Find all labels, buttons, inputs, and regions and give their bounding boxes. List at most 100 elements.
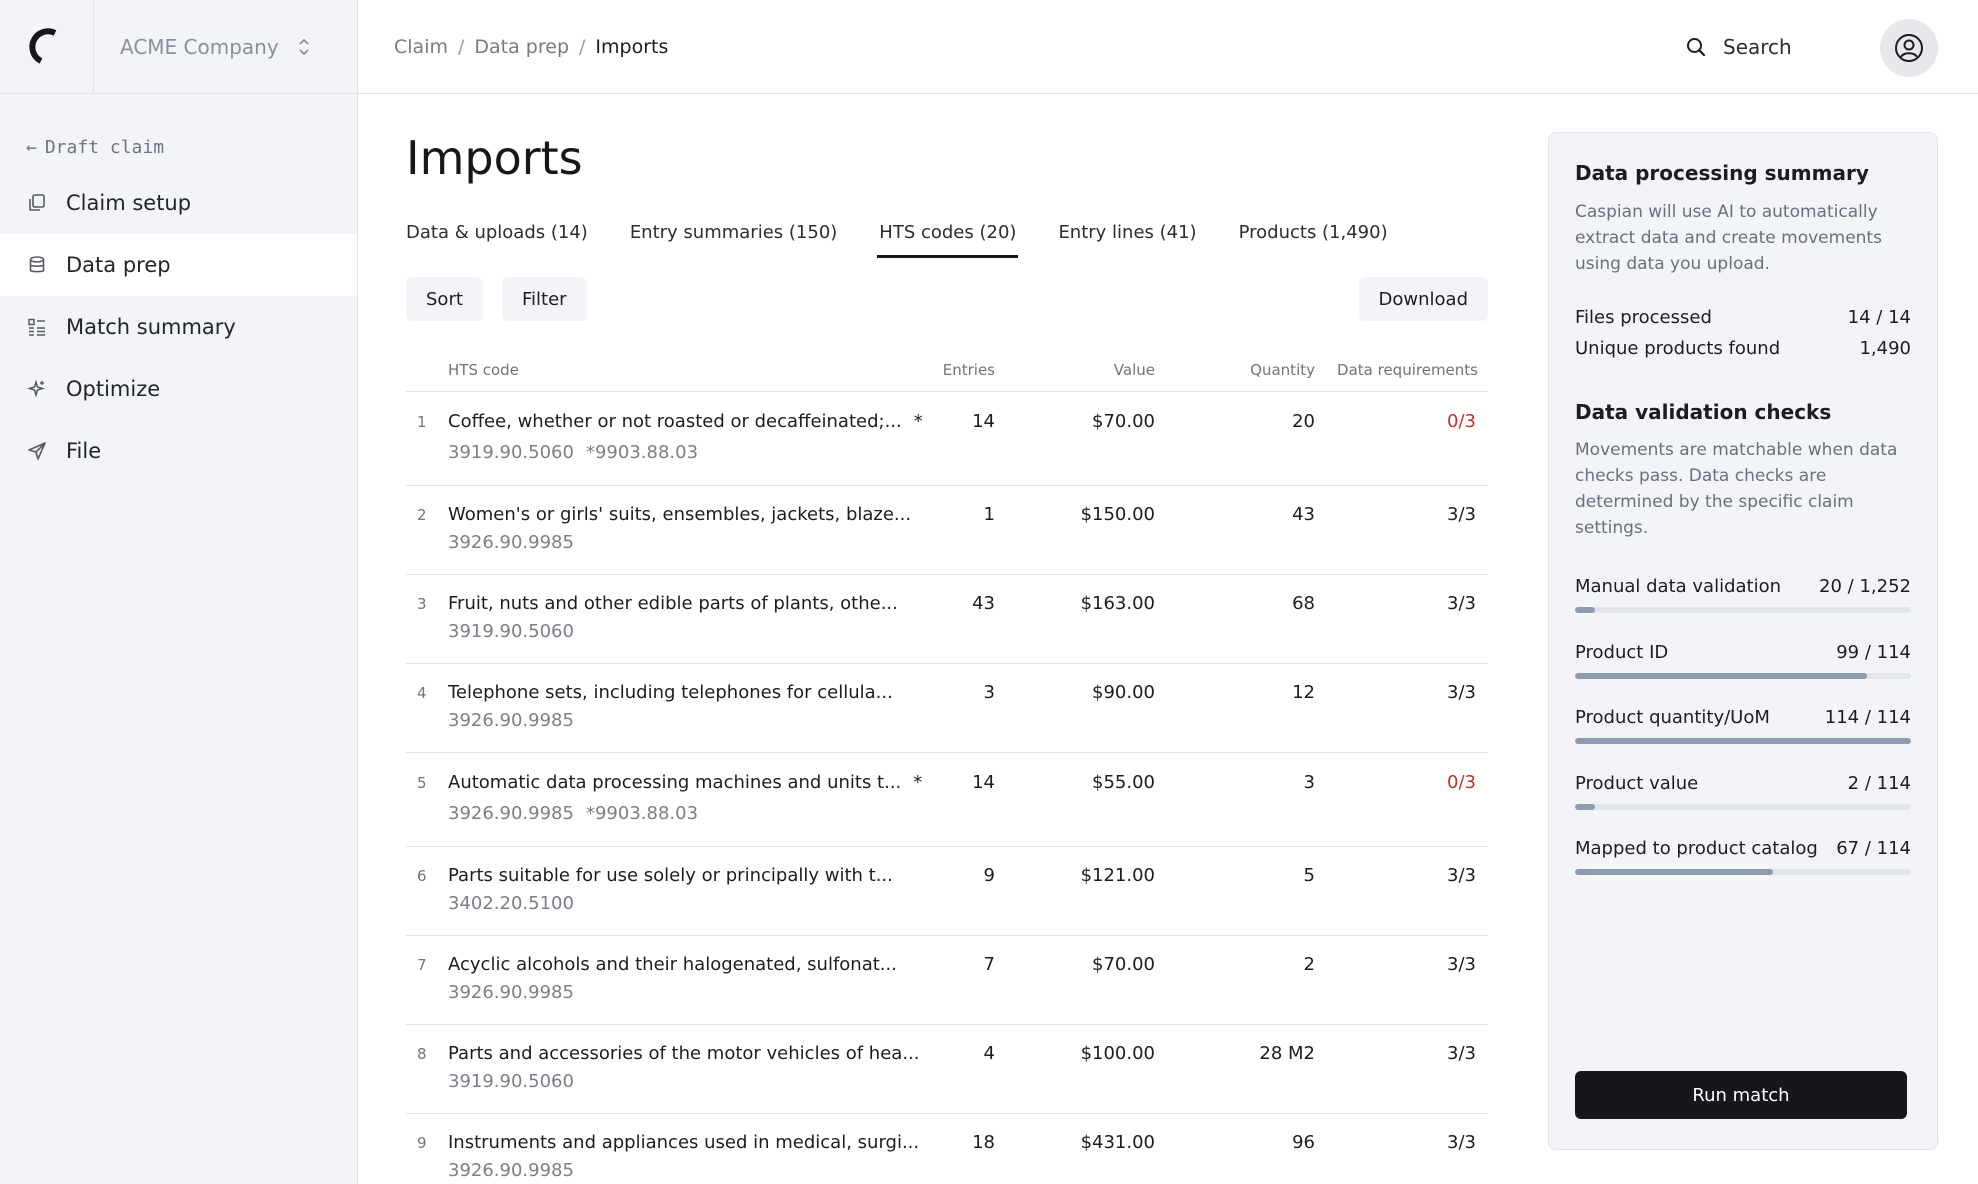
logo[interactable] <box>0 0 94 94</box>
hts-code-text: 3919.90.5060 <box>448 442 574 463</box>
sidebar-item-label: File <box>66 439 102 463</box>
table-row[interactable]: 2 Women's or girls' suits, ensembles, jac… <box>406 486 1488 575</box>
tab-entry-lines[interactable]: Entry lines (41) <box>1058 222 1197 243</box>
validation-check-row: Mapped to product catalog 67 / 114 <box>1575 838 1911 859</box>
stat-label: Unique products found <box>1575 338 1781 359</box>
row-number: 4 <box>417 684 427 702</box>
back-link[interactable]: ← Draft claim <box>0 134 357 160</box>
value-amount: $70.00 <box>1092 954 1155 975</box>
hts-code-text: 3926.90.9985 <box>448 982 574 1003</box>
sidebar-item-label: Claim setup <box>66 191 192 215</box>
breadcrumb-item-claim[interactable]: Claim <box>394 35 448 58</box>
quantity-value: 2 <box>1303 954 1315 975</box>
logo-icon <box>28 28 56 64</box>
sidebar-item-optimize[interactable]: Optimize <box>0 358 357 420</box>
table-row[interactable]: 1 Coffee, whether or not roasted or decaf… <box>406 392 1488 486</box>
flag-asterisk: * <box>913 772 923 793</box>
hts-code-text: 3926.90.9985 <box>448 803 574 824</box>
stat-files-processed: Files processed 14 / 14 <box>1575 307 1911 328</box>
tab-hts-codes[interactable]: HTS codes (20) <box>877 220 1019 258</box>
validation-check: Product value 2 / 114 <box>1575 773 1911 810</box>
table-row[interactable]: 5 Automatic data processing machines and … <box>406 753 1488 847</box>
sidebar-item-data-prep[interactable]: Data prep <box>0 234 357 296</box>
tab-bar: Data & uploads (14) Entry summaries (150… <box>406 220 1430 258</box>
validation-check-value: 20 / 1,252 <box>1819 576 1911 597</box>
validation-check-label: Product ID <box>1575 641 1669 663</box>
quantity-value: 5 <box>1303 865 1315 886</box>
hts-description: Parts suitable for use solely or princip… <box>448 865 893 886</box>
data-requirements-value: 3/3 <box>1447 504 1476 525</box>
progress-track <box>1575 738 1911 744</box>
validation-check-value: 114 / 114 <box>1824 707 1911 728</box>
sidebar-item-claim-setup[interactable]: Claim setup <box>0 172 357 234</box>
table-row[interactable]: 7 Acyclic alcohols and their halogenated,… <box>406 936 1488 1025</box>
hts-description: Women's or girls' suits, ensembles, jack… <box>448 504 911 525</box>
table-row[interactable]: 4 Telephone sets, including telephones fo… <box>406 664 1488 753</box>
hts-secondary-code: *9903.88.03 <box>585 803 699 824</box>
column-header-entries[interactable]: Entries <box>942 361 995 379</box>
sidebar-item-match-summary[interactable]: Match summary <box>0 296 357 358</box>
tab-entry-summaries[interactable]: Entry summaries (150) <box>629 222 838 243</box>
tab-data-uploads[interactable]: Data & uploads (14) <box>406 222 588 243</box>
avatar[interactable] <box>1880 19 1938 77</box>
sidebar-item-label: Data prep <box>66 253 171 277</box>
run-match-button[interactable]: Run match <box>1575 1071 1907 1119</box>
hts-code: 3926.90.9985 <box>448 1160 574 1181</box>
validation-check-row: Product value 2 / 114 <box>1575 773 1911 794</box>
entries-value: 7 <box>983 954 995 975</box>
top-bar: Claim / Data prep / Imports Search <box>358 0 1978 94</box>
hts-description-text: Telephone sets, including telephones for… <box>448 682 893 703</box>
data-processing-panel: Data processing summary Caspian will use… <box>1548 132 1938 1150</box>
table-row[interactable]: 3 Fruit, nuts and other edible parts of p… <box>406 575 1488 664</box>
database-icon <box>26 254 48 276</box>
hts-code-text: 3919.90.5060 <box>448 621 574 642</box>
sidebar-item-label: Optimize <box>66 377 161 401</box>
entries-value: 3 <box>983 682 995 703</box>
column-header-quantity[interactable]: Quantity <box>1250 361 1315 379</box>
validation-check-label: Product value <box>1575 772 1699 794</box>
validation-check: Product ID 99 / 114 <box>1575 642 1911 679</box>
filter-button[interactable]: Filter <box>502 277 587 321</box>
quantity-value: 20 <box>1292 411 1315 432</box>
entries-value: 43 <box>972 593 995 614</box>
search-button[interactable]: Search <box>1685 0 1792 94</box>
hts-code: 3926.90.9985 <box>448 710 574 731</box>
table-row[interactable]: 9 Instruments and appliances used in medi… <box>406 1114 1488 1184</box>
row-number: 7 <box>417 956 427 974</box>
sidebar-item-file[interactable]: File <box>0 420 357 482</box>
sparkle-icon <box>26 378 48 400</box>
stat-label: Files processed <box>1575 307 1712 328</box>
entries-value: 14 <box>972 772 995 793</box>
table-row[interactable]: 8 Parts and accessories of the motor vehi… <box>406 1025 1488 1114</box>
summary-title: Data processing summary <box>1575 161 1869 185</box>
sort-button[interactable]: Sort <box>406 277 483 321</box>
column-header-data-requirements[interactable]: Data requirements <box>1337 361 1478 379</box>
breadcrumb: Claim / Data prep / Imports <box>358 36 668 58</box>
column-header-value[interactable]: Value <box>1113 361 1155 379</box>
quantity-value: 96 <box>1292 1132 1315 1153</box>
row-number: 3 <box>417 595 427 613</box>
row-number: 8 <box>417 1045 427 1063</box>
hts-description-text: Coffee, whether or not roasted or decaff… <box>448 411 902 432</box>
main-content: Imports Data & uploads (14) Entry summar… <box>358 95 1518 1184</box>
value-amount: $163.00 <box>1080 593 1155 614</box>
hts-description: Fruit, nuts and other edible parts of pl… <box>448 593 898 614</box>
column-header-hts-code[interactable]: HTS code <box>448 361 519 379</box>
hts-description: Telephone sets, including telephones for… <box>448 682 893 703</box>
entries-value: 14 <box>972 411 995 432</box>
progress-track <box>1575 607 1911 613</box>
summary-description: Caspian will use AI to automatically ext… <box>1575 202 1882 274</box>
hts-code-text: 3926.90.9985 <box>448 710 574 731</box>
tab-products[interactable]: Products (1,490) <box>1238 222 1388 243</box>
progress-fill <box>1575 803 1596 810</box>
hts-code-text: 3919.90.5060 <box>448 1071 574 1092</box>
value-amount: $70.00 <box>1092 411 1155 432</box>
table-row[interactable]: 6 Parts suitable for use solely or princi… <box>406 847 1488 936</box>
value-amount: $55.00 <box>1092 772 1155 793</box>
data-requirements-value: 3/3 <box>1447 865 1476 886</box>
breadcrumb-item-data-prep[interactable]: Data prep <box>474 35 570 58</box>
download-button[interactable]: Download <box>1358 277 1488 321</box>
data-requirements-value: 3/3 <box>1447 1043 1476 1064</box>
hts-code: 3926.90.9985 <box>448 982 574 1003</box>
company-switcher[interactable]: ACME Company <box>94 0 357 93</box>
